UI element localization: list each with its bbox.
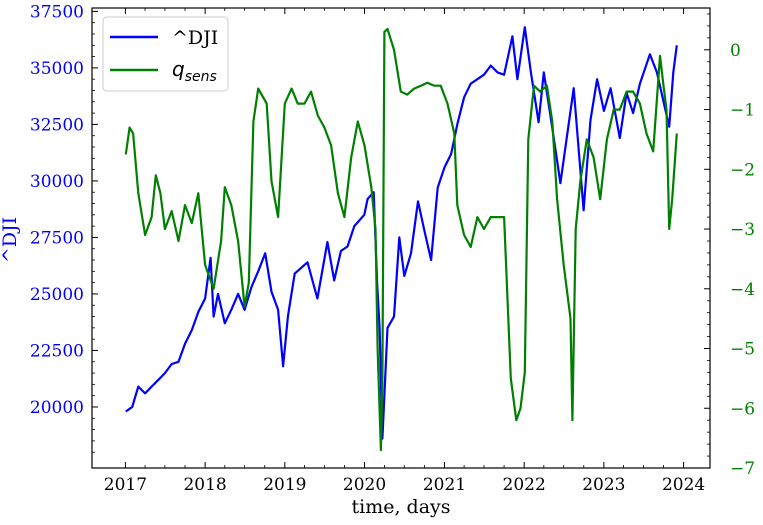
legend-qsens-sub: sens xyxy=(185,69,217,85)
legend: ^DJI qsens xyxy=(102,16,229,92)
tick-labels: 2017 2018 2019 2020 2021 2022 2023 2024 20000 225… xyxy=(30,2,755,495)
plot-frame xyxy=(91,7,711,469)
x-tick-label: 2021 xyxy=(423,475,466,495)
legend-dji-label: ^DJI xyxy=(172,27,218,49)
y-right-tick-label: 0 xyxy=(730,41,741,61)
y-right-tick-label: −2 xyxy=(730,160,755,180)
y-right-tick-label: −3 xyxy=(730,220,755,240)
y-left-tick-label: 20000 xyxy=(30,398,84,418)
x-tick-label: 2018 xyxy=(183,475,226,495)
y-left-tick-label: 35000 xyxy=(30,59,84,79)
x-tick-label: 2024 xyxy=(662,475,705,495)
x-tick-label: 2019 xyxy=(263,475,306,495)
y-left-axis-label: ^DJI xyxy=(0,217,21,263)
x-tick-label: 2020 xyxy=(343,475,386,495)
plot-lines xyxy=(124,26,678,452)
series-line-qsens xyxy=(124,27,678,452)
y-left-tick-label: 32500 xyxy=(30,115,84,135)
legend-box xyxy=(102,16,229,92)
series-line-dji xyxy=(125,26,678,440)
y-left-tick-label: 22500 xyxy=(30,341,84,361)
y-right-tick-label: −1 xyxy=(730,101,755,121)
x-axis-label: time, days xyxy=(351,496,450,518)
legend-qsens-main: q xyxy=(172,57,185,81)
y-left-tick-label: 37500 xyxy=(30,2,84,22)
y-right-tick-label: −4 xyxy=(730,280,755,300)
y-right-tick-label: −7 xyxy=(730,459,755,479)
x-tick-label: 2017 xyxy=(104,475,147,495)
legend-qsens-label: qsens xyxy=(172,57,217,85)
y-right-tick-label: −5 xyxy=(730,340,755,360)
x-tick-label: 2023 xyxy=(582,475,625,495)
y-right-tick-label: −6 xyxy=(730,399,755,419)
x-tick-label: 2022 xyxy=(503,475,546,495)
y-left-tick-label: 30000 xyxy=(30,172,84,192)
y-left-tick-label: 25000 xyxy=(30,285,84,305)
y-left-tick-label: 27500 xyxy=(30,228,84,248)
